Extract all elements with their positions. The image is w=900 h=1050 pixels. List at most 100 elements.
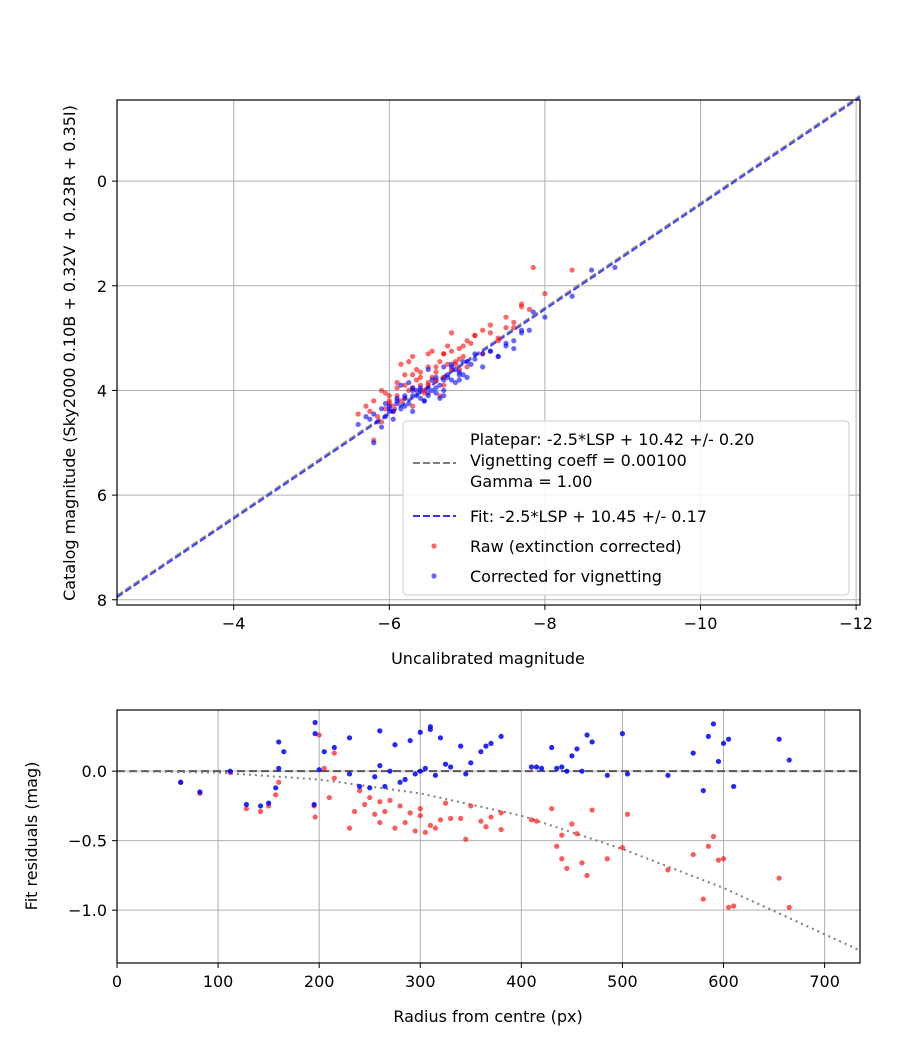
raw-point xyxy=(542,291,548,297)
corrected-residual-point xyxy=(589,739,595,745)
top-x-tick-label: −6 xyxy=(378,614,402,633)
corrected-point xyxy=(518,327,525,333)
raw-residual-point xyxy=(377,819,383,826)
corrected-residual-point xyxy=(266,800,272,806)
corrected-point xyxy=(406,400,412,407)
raw-residual-point xyxy=(720,856,727,862)
bottom-x-axis-label: Radius from centre (px) xyxy=(393,1007,582,1026)
top-x-tick-label: −8 xyxy=(533,614,557,633)
corrected-residual-point xyxy=(417,768,423,774)
raw-residual-point xyxy=(549,806,555,812)
corrected-point xyxy=(511,345,517,352)
raw-residual-point xyxy=(417,813,423,819)
corrected-residual-point xyxy=(321,749,327,755)
raw-point xyxy=(437,359,443,365)
corrected-residual-point xyxy=(412,771,418,777)
corrected-residual-point xyxy=(463,771,469,777)
corrected-residual-point xyxy=(776,736,782,742)
raw-residual-point xyxy=(331,775,337,781)
corrected-residual-point xyxy=(731,783,737,790)
raw-point xyxy=(569,267,575,273)
corrected-residual-point xyxy=(437,735,444,741)
raw-residual-point xyxy=(715,857,722,863)
raw-point xyxy=(487,330,494,336)
raw-point xyxy=(382,406,389,412)
corrected-residual-point xyxy=(402,776,408,783)
corrected-point xyxy=(511,338,517,344)
corrected-point xyxy=(445,372,451,378)
corrected-residual-point xyxy=(564,768,570,774)
raw-residual-point xyxy=(427,822,433,828)
raw-residual-point xyxy=(382,808,388,815)
corrected-residual-point xyxy=(584,732,590,738)
raw-residual-point xyxy=(243,806,249,812)
corrected-point xyxy=(526,327,532,333)
raw-point xyxy=(402,372,408,378)
raw-point xyxy=(452,359,459,365)
bottom-x-tick-label: 600 xyxy=(708,972,739,991)
top-fit-lines xyxy=(116,94,861,598)
raw-point xyxy=(456,356,462,362)
corrected-point xyxy=(437,395,443,401)
corrected-point xyxy=(378,424,385,430)
raw-residual-point xyxy=(690,851,696,858)
bottom-grid xyxy=(116,710,860,963)
raw-residual-point xyxy=(619,845,626,851)
top-x-axis-label: Uncalibrated magnitude xyxy=(391,649,585,668)
raw-residual-point xyxy=(437,817,444,823)
corrected-point xyxy=(382,400,389,407)
raw-point xyxy=(433,364,439,370)
raw-point xyxy=(480,327,486,333)
raw-residual-point xyxy=(564,865,570,872)
corrected-residual-point xyxy=(700,788,706,794)
raw-residual-point xyxy=(528,817,535,823)
corrected-point xyxy=(363,414,369,420)
raw-residual-point xyxy=(468,803,474,809)
corrected-residual-point xyxy=(665,772,671,778)
corrected-point xyxy=(452,379,459,386)
raw-point xyxy=(363,403,369,409)
corrected-residual-point xyxy=(533,764,540,770)
raw-point xyxy=(495,335,501,341)
corrected-point xyxy=(429,387,435,394)
corrected-point xyxy=(468,361,474,367)
corrected-point xyxy=(367,416,373,422)
raw-residual-point xyxy=(624,811,631,817)
legend-platepar-line: Platepar: -2.5*LSP + 10.42 +/- 0.20 xyxy=(470,430,754,449)
raw-residual-point xyxy=(488,814,494,820)
bottom-ticks: 0 100 200 300 400 500 600 700 0.0 −0.5 −1.0 xyxy=(68,762,840,991)
corrected-point xyxy=(378,406,385,412)
corrected-residual-point xyxy=(574,746,580,752)
corrected-point xyxy=(503,340,509,346)
legend-corrected-label: Corrected for vignetting xyxy=(470,567,662,586)
raw-residual-point xyxy=(589,807,595,813)
legend-raw-label: Raw (extinction corrected) xyxy=(470,537,682,556)
raw-point xyxy=(460,343,466,349)
corrected-point xyxy=(413,387,420,394)
top-ticks: −4 −6 −8 −10 −12 0 2 4 6 8 xyxy=(97,172,873,633)
corrected-residual-point xyxy=(281,749,287,755)
corrected-point xyxy=(417,395,424,401)
raw-point xyxy=(410,403,416,409)
raw-point xyxy=(417,374,424,380)
corrected-point xyxy=(382,414,389,420)
corrected-residual-point xyxy=(346,771,353,777)
corrected-point xyxy=(402,403,408,409)
corrected-point xyxy=(464,359,470,365)
raw-residual-point xyxy=(705,843,711,849)
corrected-point xyxy=(394,400,400,407)
corrected-point xyxy=(425,393,431,399)
corrected-residual-point xyxy=(397,779,403,785)
raw-residual-point xyxy=(533,818,540,824)
corrected-residual-point xyxy=(178,779,184,785)
corrected-point xyxy=(394,395,400,401)
corrected-point xyxy=(448,377,455,383)
corrected-residual-point xyxy=(624,771,631,777)
corrected-residual-point xyxy=(377,763,383,769)
raw-point xyxy=(410,353,416,360)
legend: Platepar: -2.5*LSP + 10.42 +/- 0.20 Vigne… xyxy=(402,420,850,596)
corrected-point xyxy=(456,372,462,378)
corrected-point xyxy=(464,374,470,380)
corrected-residual-point xyxy=(488,740,494,746)
corrected-residual-point xyxy=(710,721,717,727)
